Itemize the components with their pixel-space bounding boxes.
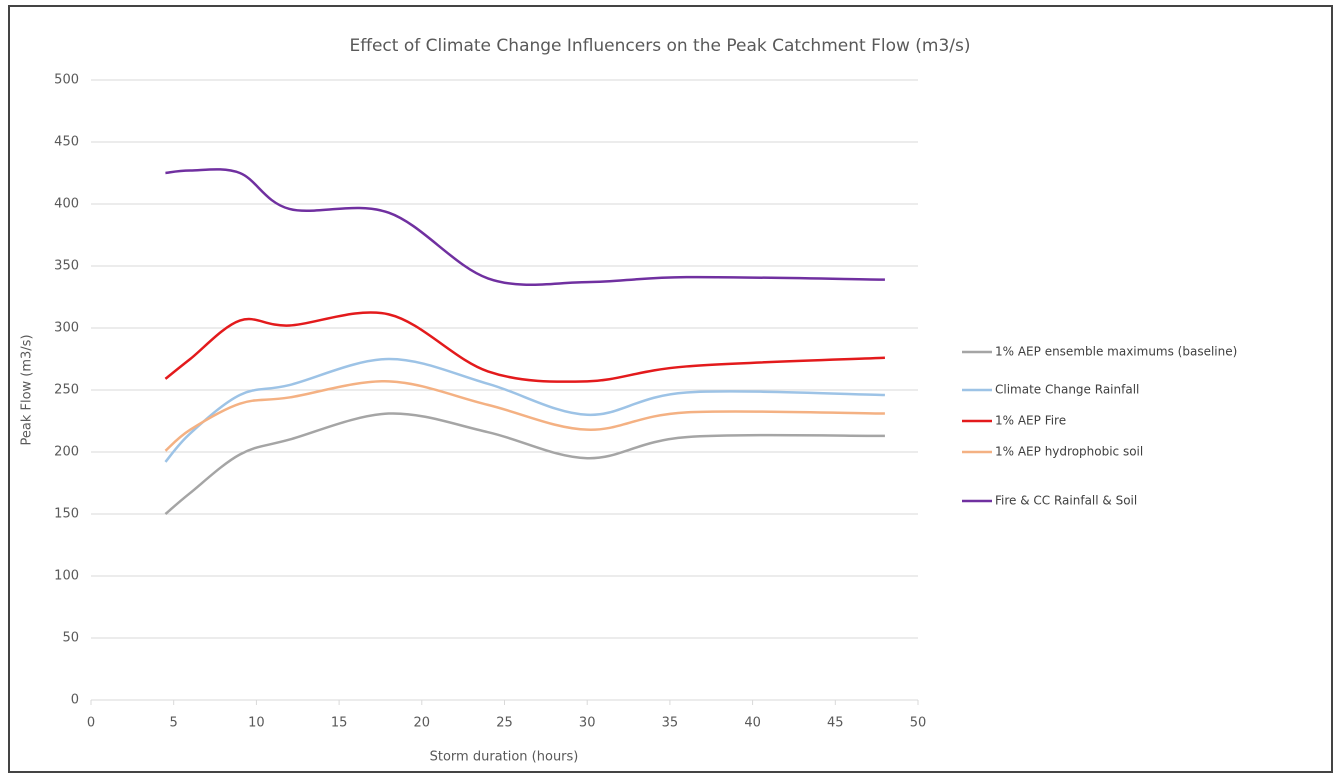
legend-label: 1% AEP ensemble maximums (baseline) [995, 345, 1237, 359]
x-tick-label: 30 [579, 716, 596, 731]
y-tick-label: 400 [54, 197, 79, 212]
y-tick-label: 450 [54, 135, 79, 150]
x-tick-label: 0 [87, 716, 95, 731]
x-tick-label: 50 [910, 716, 927, 731]
y-tick-label: 500 [54, 73, 79, 88]
chart-frame [8, 5, 1333, 773]
x-tick-label: 15 [331, 716, 348, 731]
y-axis-label: Peak Flow (m3/s) [20, 334, 35, 445]
y-tick-label: 300 [54, 321, 79, 336]
x-tick-label: 20 [414, 716, 431, 731]
x-tick-label: 35 [662, 716, 679, 731]
y-tick-label: 100 [54, 569, 79, 584]
chart-title: Effect of Climate Change Influencers on … [349, 36, 970, 56]
series-line [165, 168, 885, 287]
legend-label: 1% AEP hydrophobic soil [995, 445, 1143, 459]
x-axis-label: Storm duration (hours) [430, 750, 579, 765]
y-tick-label: 350 [54, 259, 79, 274]
series-line [164, 357, 885, 463]
legend-label: Climate Change Rainfall [995, 383, 1139, 397]
legend-label: Fire & CC Rainfall & Soil [995, 494, 1137, 508]
y-tick-label: 150 [54, 507, 79, 522]
x-tick-label: 25 [496, 716, 513, 731]
y-tick-label: 250 [54, 383, 79, 398]
x-tick-label: 10 [248, 716, 265, 731]
y-tick-label: 50 [62, 631, 79, 646]
y-tick-label: 200 [54, 445, 79, 460]
series-line [164, 380, 885, 452]
legend-label: 1% AEP Fire [995, 414, 1066, 428]
x-tick-label: 5 [170, 716, 178, 731]
x-tick-label: 40 [744, 716, 761, 731]
series-line [164, 311, 885, 383]
x-tick-label: 45 [827, 716, 844, 731]
y-tick-label: 0 [71, 693, 79, 708]
legend: 1% AEP ensemble maximums (baseline) Clima… [962, 345, 1237, 508]
series-line [164, 412, 885, 515]
